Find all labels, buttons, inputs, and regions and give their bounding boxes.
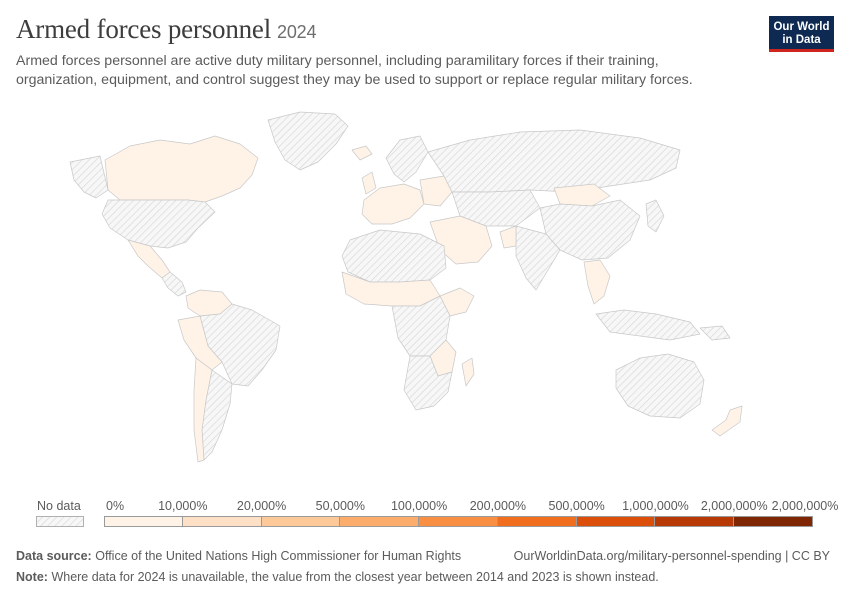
map-region-new-zealand[interactable]	[711, 405, 743, 437]
map-region-usa[interactable]	[101, 199, 216, 249]
legend-label-6: 500,000%	[548, 499, 605, 513]
map-region-canada[interactable]	[104, 135, 259, 203]
map-region-uk[interactable]	[361, 171, 377, 195]
title-text: Armed forces personnel	[16, 14, 272, 44]
legend-label-last: 2,000,000%	[771, 499, 839, 513]
map-region-western-europe[interactable]	[361, 183, 425, 225]
legend-bin-0[interactable]	[104, 516, 183, 527]
legend-bin-8[interactable]	[734, 516, 813, 527]
legend-bin-5[interactable]	[497, 516, 577, 527]
legend-bin-1[interactable]	[182, 516, 262, 527]
map-region-japan-korea[interactable]	[645, 199, 665, 233]
map-region-north-africa[interactable]	[341, 229, 447, 283]
map-region-mongolia[interactable]	[553, 183, 611, 207]
site-link[interactable]: OurWorldinData.org/military-personnel-sp…	[513, 549, 830, 563]
legend-label-2: 20,000%	[236, 499, 287, 513]
map-region-russia[interactable]	[427, 129, 681, 193]
map-region-iceland[interactable]	[351, 145, 373, 161]
map-region-papua[interactable]	[699, 325, 731, 341]
title-year: 2024	[277, 22, 317, 42]
legend-bin-7[interactable]	[655, 516, 735, 527]
map-region-alaska[interactable]	[69, 155, 109, 199]
world-map	[69, 111, 743, 463]
source-text: Office of the United Nations High Commis…	[95, 549, 462, 563]
legend-label-8: 2,000,000%	[700, 499, 768, 513]
legend-label-3: 50,000%	[315, 499, 366, 513]
footnote: Note: Where data for 2024 is unavailable…	[16, 570, 659, 584]
legend-bin-2[interactable]	[261, 516, 341, 527]
owid-logo[interactable]: Our World in Data	[769, 16, 834, 52]
chart-subtitle: Armed forces personnel are active duty m…	[16, 53, 693, 88]
map-region-india[interactable]	[515, 225, 561, 291]
legend-no-data-swatch[interactable]	[36, 516, 84, 527]
legend-label-1: 10,000%	[158, 499, 208, 513]
legend-label-4: 100,000%	[390, 499, 448, 513]
data-source: Data source: Office of the United Nation…	[16, 549, 461, 563]
legend-label-5: 200,000%	[469, 499, 527, 513]
map-region-eastern-europe[interactable]	[419, 175, 453, 207]
map-region-chile[interactable]	[193, 357, 213, 463]
map-region-madagascar[interactable]	[461, 357, 475, 387]
legend-bin-3[interactable]	[340, 516, 420, 527]
legend-label-0: 0%	[106, 499, 125, 513]
map-region-southern-africa[interactable]	[403, 355, 453, 411]
map-region-central-america[interactable]	[161, 271, 187, 297]
legend-label-7: 1,000,000%	[622, 499, 689, 513]
map-region-indonesia[interactable]	[595, 309, 701, 341]
map-region-afghanistan[interactable]	[499, 225, 517, 249]
map-region-southeast-asia[interactable]	[583, 259, 611, 305]
note-label: Note:	[16, 570, 48, 584]
chart-title: Armed forces personnel 2024	[16, 14, 316, 45]
legend-no-data-label: No data	[37, 499, 81, 513]
map-region-australia[interactable]	[615, 353, 705, 419]
map-region-scandinavia[interactable]	[385, 135, 429, 183]
map-region-greenland[interactable]	[267, 111, 349, 171]
map-region-peru-bolivia[interactable]	[177, 315, 223, 371]
legend-bin-4[interactable]	[419, 516, 498, 527]
logo-line-2: in Data	[782, 33, 821, 46]
map-legend: No data 0% 10,000% 20,000% 50,000% 100,000% 2…	[0, 490, 850, 540]
legend-bin-6[interactable]	[576, 516, 656, 527]
note-text: Where data for 2024 is unavailable, the …	[51, 570, 659, 584]
logo-line-1: Our World	[773, 21, 830, 33]
source-label: Data source:	[16, 549, 92, 563]
